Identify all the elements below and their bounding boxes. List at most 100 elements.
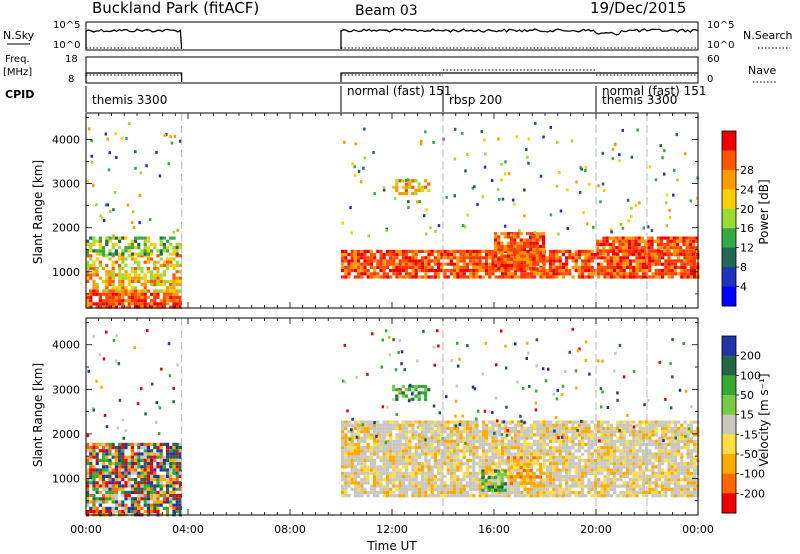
echo-cell xyxy=(506,241,510,245)
echo-cell xyxy=(111,299,115,303)
echo-cell xyxy=(427,420,431,424)
echo-cell xyxy=(673,462,677,466)
echo-cell xyxy=(565,262,569,266)
echo-cell xyxy=(577,455,581,459)
echo-cell xyxy=(593,468,597,472)
echo-cell xyxy=(150,484,154,488)
echo-cell xyxy=(366,490,370,495)
echo-cell xyxy=(143,465,147,469)
echo-cell xyxy=(606,487,610,491)
echo-cell xyxy=(600,436,604,440)
echo-cell xyxy=(549,430,553,434)
echo-cell xyxy=(401,179,405,183)
echo-cell xyxy=(478,478,482,482)
echo-cell xyxy=(612,252,616,256)
echo-cell xyxy=(618,249,622,253)
echo-cell xyxy=(395,468,399,472)
echo-cell xyxy=(632,430,636,434)
echo-cell xyxy=(565,439,569,443)
echo-cell xyxy=(622,262,626,266)
echo-cell xyxy=(475,262,479,266)
echo-cell xyxy=(118,481,122,485)
echo-cell xyxy=(137,487,141,491)
echo-cell xyxy=(162,465,166,469)
echo-cell xyxy=(414,188,418,192)
echo-cell xyxy=(172,490,176,494)
echo-cell xyxy=(629,487,633,491)
echo-cell xyxy=(485,262,489,266)
echo-cell xyxy=(510,458,514,463)
echo-cell xyxy=(382,484,386,488)
echo-cell xyxy=(609,478,613,482)
echo-cell xyxy=(408,262,412,266)
echo-cell xyxy=(536,481,540,485)
echo-cell xyxy=(121,449,125,453)
echo-cell xyxy=(92,273,96,277)
echo-cell xyxy=(424,388,428,392)
echo-cell xyxy=(605,242,609,247)
echo-cell xyxy=(663,149,666,153)
echo-cell xyxy=(606,478,610,482)
echo-cell xyxy=(353,423,357,427)
echo-cell xyxy=(622,269,626,273)
echo-cell xyxy=(430,439,434,443)
echo-cell xyxy=(178,442,182,446)
echo-cell xyxy=(561,433,565,437)
echo-cell xyxy=(424,494,428,498)
echo-cell xyxy=(459,249,463,253)
echo-cell xyxy=(523,421,526,425)
echo-cell xyxy=(469,478,473,482)
echo-cell xyxy=(574,420,578,424)
echo-cell xyxy=(456,433,460,437)
echo-cell xyxy=(153,263,157,267)
echo-cell xyxy=(635,442,639,447)
echo-cell xyxy=(638,465,642,469)
echo-cell xyxy=(545,484,549,488)
echo-cell xyxy=(635,272,639,276)
echo-cell xyxy=(647,252,651,256)
echo-cell xyxy=(584,484,588,488)
echo-cell xyxy=(621,226,625,230)
echo-cell xyxy=(568,449,572,453)
echo-cell xyxy=(485,465,489,469)
echo-cell xyxy=(449,494,453,498)
echo-cell xyxy=(169,484,173,488)
echo-cell xyxy=(102,219,106,223)
echo-cell xyxy=(86,249,90,253)
echo-cell xyxy=(693,275,697,279)
echo-cell xyxy=(644,246,648,250)
echo-cell xyxy=(360,436,364,440)
echo-cell xyxy=(500,254,504,258)
echo-cell xyxy=(632,474,636,479)
echo-cell xyxy=(350,259,354,263)
echo-cell xyxy=(95,239,99,243)
echo-cell xyxy=(389,256,393,260)
echo-cell xyxy=(146,289,150,293)
echo-cell xyxy=(650,252,654,256)
echo-cell xyxy=(549,256,553,260)
echo-cell xyxy=(143,500,147,504)
echo-cell xyxy=(584,269,588,273)
echo-cell xyxy=(661,433,665,437)
echo-cell xyxy=(593,423,597,427)
echo-cell xyxy=(353,446,357,450)
echo-cell xyxy=(130,503,134,507)
echo-cell xyxy=(369,468,373,472)
echo-cell xyxy=(506,264,510,268)
echo-cell xyxy=(427,269,431,273)
echo-cell xyxy=(584,433,588,437)
echo-cell xyxy=(379,269,383,273)
echo-cell xyxy=(693,433,697,437)
echo-cell xyxy=(475,272,479,276)
echo-cell xyxy=(379,433,383,437)
echo-cell xyxy=(641,256,645,260)
echo-cell xyxy=(638,439,642,443)
echo-cell xyxy=(95,462,99,466)
echo-cell xyxy=(606,265,610,269)
echo-cell xyxy=(571,465,575,469)
echo-cell xyxy=(685,236,689,240)
echo-cell xyxy=(503,257,507,261)
echo-cell xyxy=(685,246,689,250)
echo-cell xyxy=(667,455,671,459)
echo-cell xyxy=(500,475,504,480)
